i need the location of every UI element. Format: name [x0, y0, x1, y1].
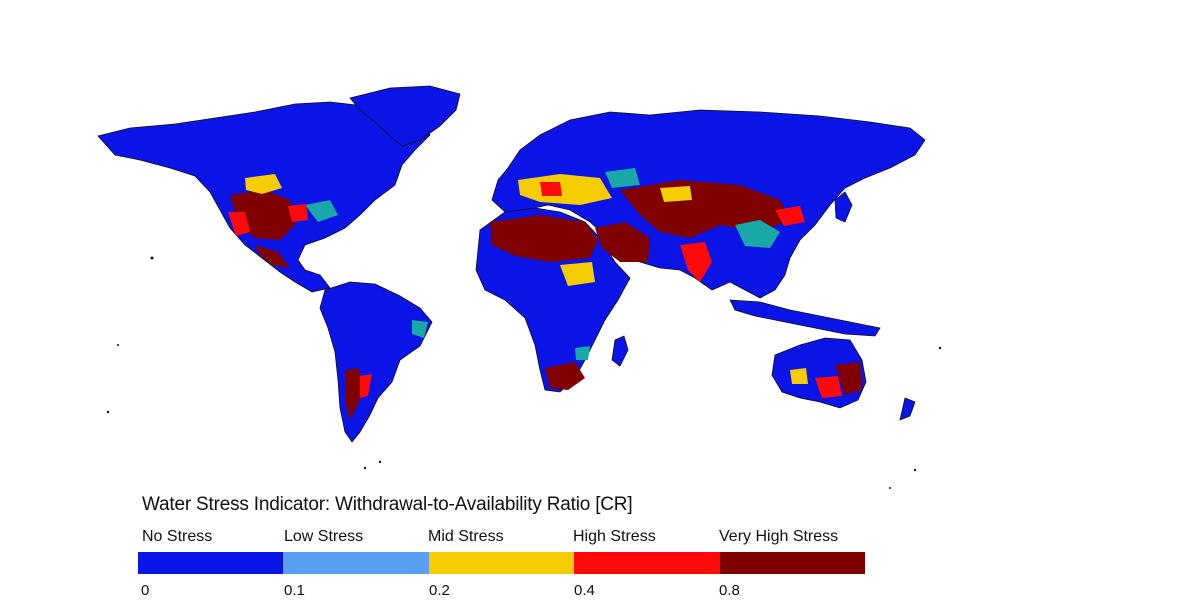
patch-argentina — [360, 374, 372, 398]
small-islands — [106, 256, 942, 489]
legend-swatch-mid-stress — [428, 552, 575, 574]
patch-europe-teal — [605, 168, 640, 188]
patch-middle-east — [595, 222, 650, 262]
australia — [771, 337, 867, 409]
legend-class-no-stress: No Stress — [142, 528, 213, 545]
japan — [834, 191, 853, 223]
legend-class-low-stress: Low Stress — [284, 528, 364, 545]
patch-us-mid — [245, 174, 282, 194]
legend-tick-0: 0 — [141, 582, 150, 599]
patch-us-east-red — [288, 204, 308, 222]
continents — [97, 85, 926, 443]
patch-australia-yellow — [790, 368, 808, 384]
patch-us-teal — [305, 200, 338, 222]
patch-brazil-east — [412, 320, 428, 338]
legend-class-high-stress: High Stress — [573, 528, 656, 545]
legend-tick-0-4: 0.4 — [574, 582, 595, 599]
patch-us-west-high — [228, 212, 250, 236]
patch-sahel-yellow — [560, 262, 595, 286]
patch-europe-yellow — [518, 174, 612, 205]
patch-asia-yellow — [660, 186, 692, 202]
patch-australia-very-high — [835, 362, 862, 395]
patch-sahara — [490, 215, 598, 262]
legend-tick-0-8: 0.8 — [719, 582, 740, 599]
patch-europe-red — [540, 182, 562, 196]
legend-tick-0-1: 0.1 — [284, 582, 305, 599]
stress-patches — [228, 168, 862, 420]
legend-swatch-very-high-stress — [719, 552, 866, 574]
legend-tick-0-2: 0.2 — [429, 582, 450, 599]
new-zealand — [899, 397, 916, 421]
legend-swatch-no-stress — [138, 552, 284, 574]
greenland — [349, 85, 461, 147]
legend-color-bar — [138, 552, 866, 574]
southeast-asia-islands — [729, 299, 881, 337]
legend-swatch-high-stress — [574, 552, 720, 574]
patch-southern-africa — [545, 362, 585, 390]
legend-title: Water Stress Indicator: Withdrawal-to-Av… — [142, 494, 633, 515]
south-america — [319, 281, 433, 443]
patch-india-red — [680, 242, 712, 282]
patch-china-teal — [735, 220, 780, 248]
madagascar — [611, 335, 629, 367]
patch-mexico — [255, 245, 290, 268]
patch-australia-red — [815, 376, 842, 398]
legend-class-mid-stress: Mid Stress — [428, 528, 504, 545]
patch-andes — [345, 368, 360, 420]
legend-class-very-high-stress: Very High Stress — [719, 528, 839, 545]
patch-china-red — [775, 206, 805, 226]
legend-swatch-low-stress — [283, 552, 429, 574]
patch-southern-teal — [575, 346, 590, 360]
